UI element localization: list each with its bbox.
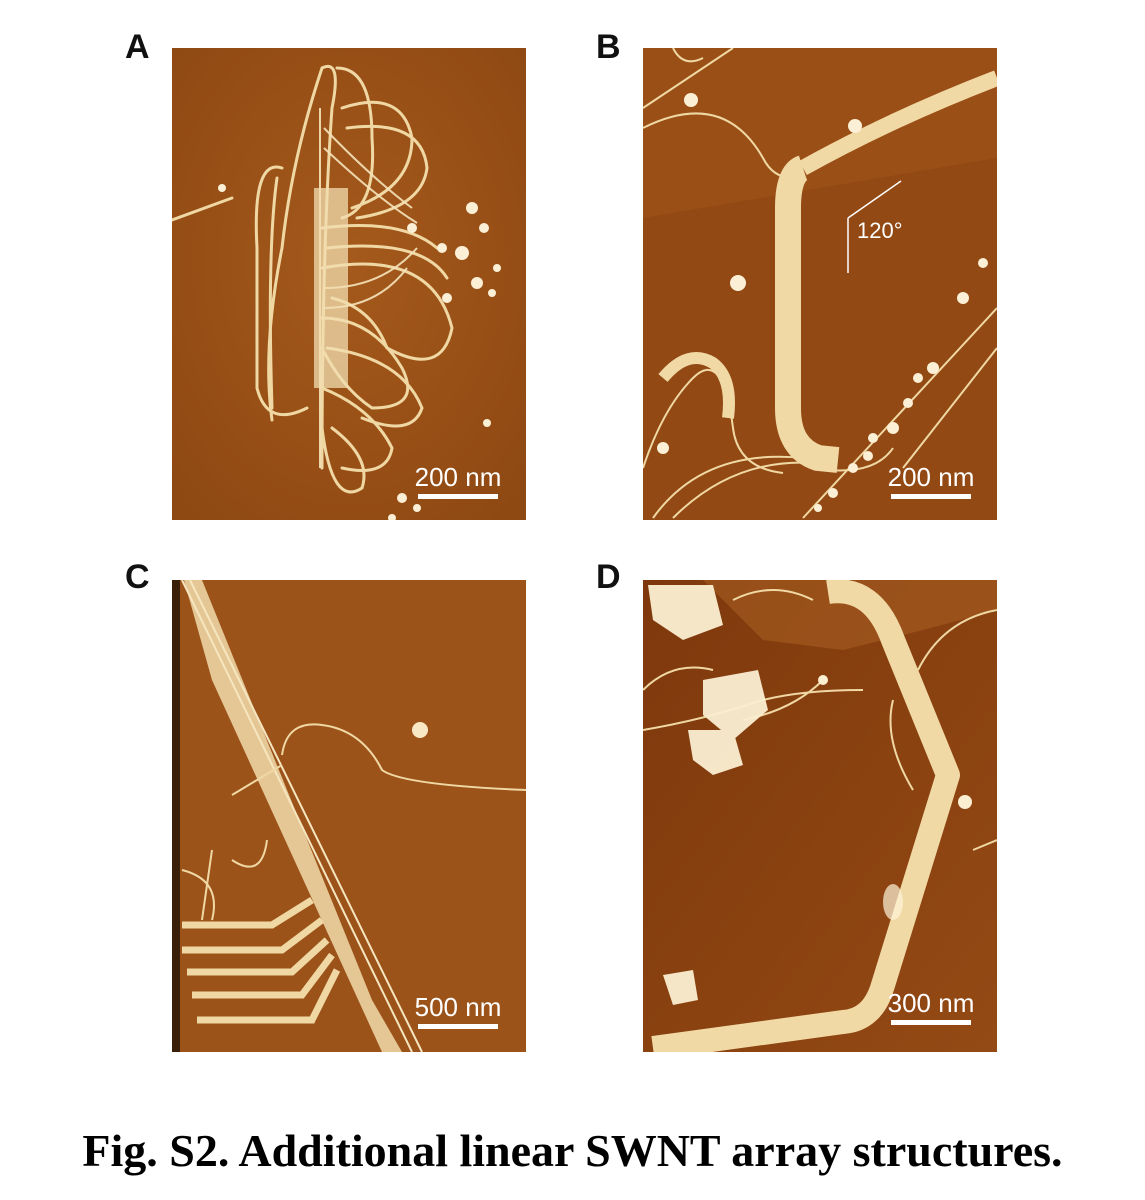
scale-bar-label-b: 200 nm (888, 462, 975, 492)
afm-image-b: 120° 200 nm (643, 48, 997, 520)
scale-bar-label-c: 500 nm (415, 992, 502, 1022)
scale-bar-label-d: 300 nm (888, 988, 975, 1018)
panel-label-a: A (125, 28, 150, 66)
afm-image-a: 200 nm (172, 48, 526, 520)
angle-annotation: 120° (857, 218, 903, 243)
afm-image-d: 300 nm (643, 580, 997, 1052)
panel-label-c: C (125, 558, 150, 596)
figure-caption: Fig. S2. Additional linear SWNT array st… (82, 1125, 1063, 1176)
afm-image-c: 500 nm (172, 580, 526, 1052)
panel-label-b: B (596, 28, 621, 66)
scale-bar-label-a: 200 nm (415, 462, 502, 492)
panel-label-d: D (596, 558, 621, 596)
